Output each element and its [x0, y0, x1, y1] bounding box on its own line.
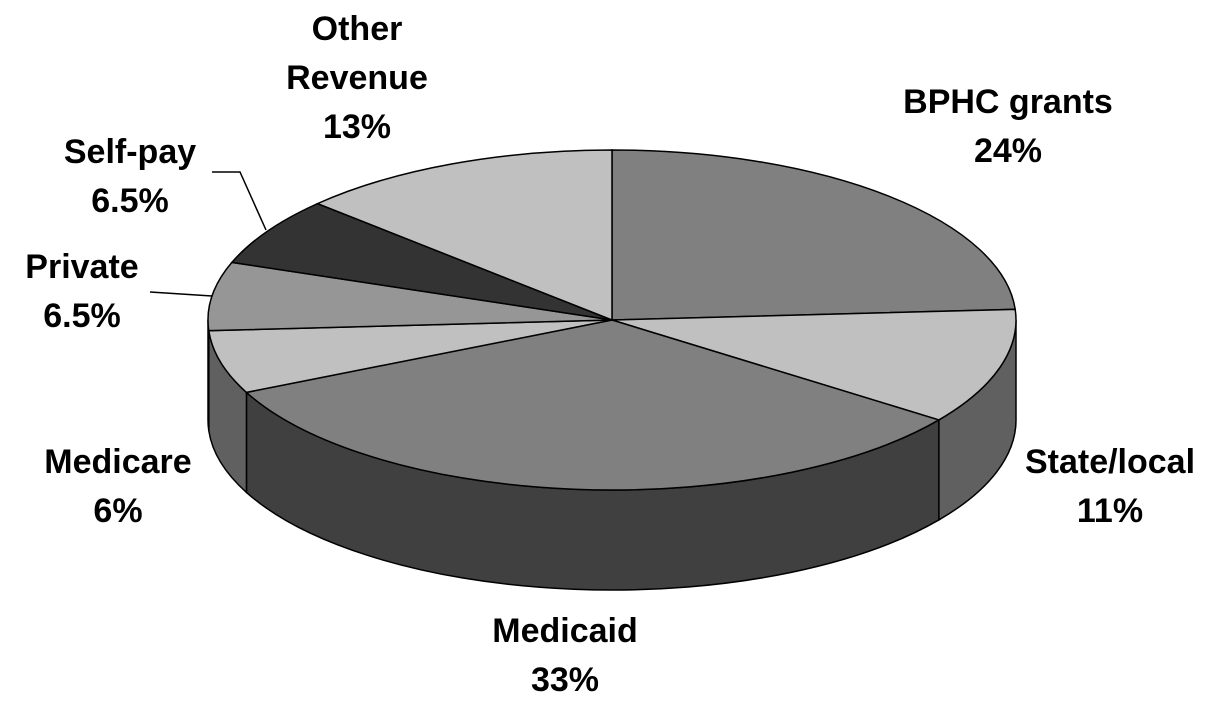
value-label: 11% [1076, 492, 1144, 530]
value-label: 33% [530, 661, 600, 699]
category-label: Self-pay [63, 133, 197, 171]
slice-label: Other Revenue 13% [257, 5, 457, 152]
slice-label: Private 6.5% [25, 243, 138, 341]
slice-label: Medicare 6% [44, 438, 191, 536]
pie-slice [244, 319, 941, 491]
pie-slice [230, 202, 613, 321]
category-label: State/local [1024, 443, 1196, 481]
category-label: Medicare [44, 443, 192, 481]
pie-slice [207, 319, 613, 394]
pie-slice [611, 149, 1017, 321]
leader-line [149, 291, 213, 297]
value-label: 13% [322, 108, 392, 146]
slice-label: State/local 11% [1025, 438, 1195, 536]
slice-label: BPHC grants 24% [903, 78, 1113, 176]
value-label: 6.5% [43, 297, 121, 335]
value-label: 6% [93, 492, 143, 530]
pie-sides [207, 319, 1017, 591]
slice-side [207, 319, 210, 431]
category-label: Other Revenue [286, 10, 428, 97]
pie-slice [315, 149, 613, 322]
pie-slice [611, 308, 1017, 421]
category-label: Medicaid [492, 612, 638, 650]
value-label: 24% [973, 132, 1043, 170]
leader-line [212, 171, 267, 231]
pie-tops [207, 149, 1017, 491]
category-label: Private [25, 248, 139, 286]
value-label: 6.5% [91, 182, 169, 220]
category-label: BPHC grants [903, 83, 1113, 121]
slice-label: Medicaid 33% [492, 607, 637, 701]
slice-label: Self-pay 6.5% [64, 128, 196, 226]
pie-slice [207, 261, 613, 332]
